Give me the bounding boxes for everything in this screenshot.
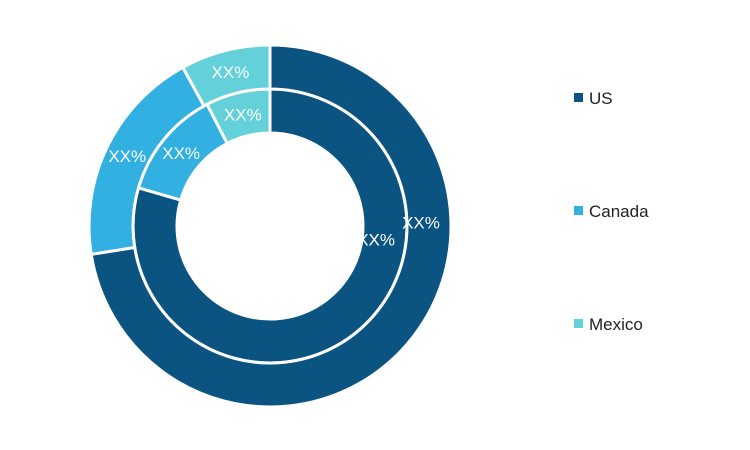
legend: US Canada Mexico: [574, 89, 649, 334]
inner-label-us: XX%: [357, 231, 395, 250]
legend-swatch-us: [574, 93, 583, 102]
outer-slice-us: [89, 43, 453, 409]
inner-label-canada: XX%: [162, 144, 200, 163]
outer-slice-mexico: [180, 43, 272, 108]
outer-label-mexico: XX%: [212, 63, 250, 82]
legend-swatch-mexico: [574, 319, 583, 328]
donut-rings: [87, 43, 453, 409]
legend-swatch-canada: [574, 206, 583, 215]
legend-label-canada: Canada: [589, 202, 649, 221]
segment-labels: XX% XX% XX% XX% XX% XX%: [108, 63, 440, 250]
outer-label-canada: XX%: [108, 147, 146, 166]
legend-label-mexico: Mexico: [589, 315, 643, 334]
outer-label-us: XX%: [402, 214, 440, 233]
legend-label-us: US: [589, 89, 613, 108]
inner-label-mexico: XX%: [224, 105, 262, 124]
